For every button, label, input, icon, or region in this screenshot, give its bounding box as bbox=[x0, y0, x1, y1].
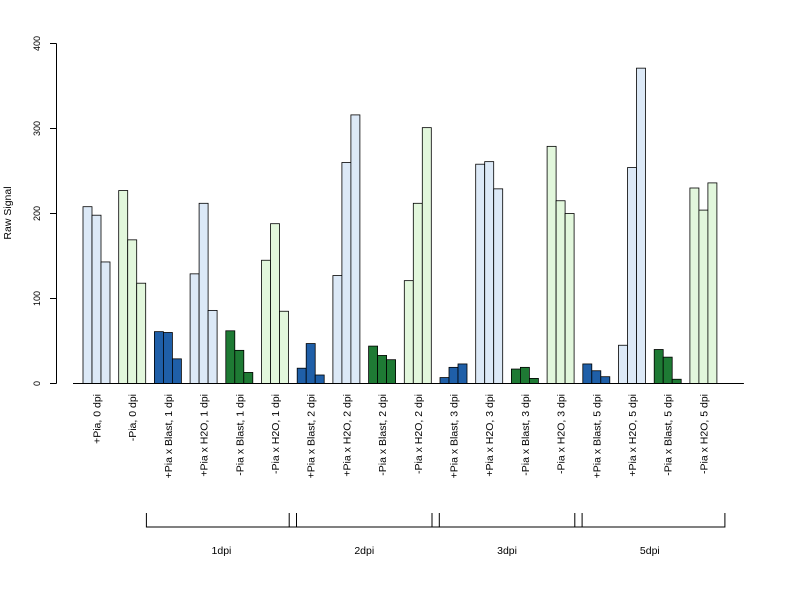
x-tick-label: +Pia x H2O, 5 dpi bbox=[627, 394, 639, 477]
bar bbox=[627, 167, 637, 384]
bar bbox=[618, 344, 628, 384]
bar bbox=[198, 202, 209, 384]
y-axis: 0 100 200 300 400 bbox=[32, 36, 57, 386]
bar bbox=[529, 377, 539, 384]
bar bbox=[296, 367, 307, 384]
bar bbox=[207, 309, 218, 384]
bar bbox=[457, 363, 468, 384]
y-tick-label: 400 bbox=[32, 36, 42, 51]
group-brackets: 1dpi 2dpi 3dpi 5dpi bbox=[145, 513, 726, 557]
bar bbox=[439, 377, 450, 384]
y-tick-label: 200 bbox=[32, 206, 42, 221]
bar bbox=[520, 366, 530, 384]
bar bbox=[171, 358, 182, 384]
bar bbox=[386, 359, 397, 384]
bar bbox=[493, 188, 504, 384]
x-tick-label: -Pia x Blast, 3 dpi bbox=[520, 394, 532, 476]
bar bbox=[243, 372, 254, 384]
bar bbox=[412, 202, 423, 384]
bar bbox=[600, 376, 611, 384]
bar bbox=[189, 273, 200, 384]
x-tick-label: +Pia x Blast, 3 dpi bbox=[449, 394, 461, 478]
bar bbox=[421, 127, 432, 384]
bar bbox=[279, 310, 289, 384]
group-bracket bbox=[288, 513, 440, 528]
bar bbox=[82, 206, 93, 384]
x-tick-label: +Pia x H2O, 1 dpi bbox=[199, 394, 211, 477]
y-tick-label: 100 bbox=[32, 291, 42, 306]
x-tick-label: -Pia x Blast, 1 dpi bbox=[234, 394, 246, 476]
bar bbox=[653, 349, 664, 384]
x-tick-label: +Pia x Blast, 5 dpi bbox=[591, 394, 603, 478]
bar bbox=[707, 182, 718, 384]
group-bracket bbox=[574, 513, 726, 528]
bar bbox=[234, 349, 245, 384]
bar bbox=[162, 332, 173, 384]
bar bbox=[91, 214, 102, 384]
y-tick-label: 0 bbox=[32, 381, 42, 386]
x-tick-label: -Pia x H2O, 1 dpi bbox=[270, 394, 282, 474]
x-tick-label: -Pia x H2O, 2 dpi bbox=[413, 394, 425, 474]
bar bbox=[546, 145, 557, 384]
group-label: 1dpi bbox=[212, 545, 232, 557]
bar bbox=[305, 343, 316, 384]
bar bbox=[591, 370, 602, 384]
bar bbox=[341, 162, 352, 384]
x-tick-label: +Pia x H2O, 3 dpi bbox=[484, 394, 496, 477]
x-tick-label: +Pia x Blast, 1 dpi bbox=[163, 394, 175, 478]
bar bbox=[118, 190, 129, 384]
bar bbox=[332, 275, 343, 384]
x-tick-label: -Pia x H2O, 5 dpi bbox=[698, 394, 710, 474]
group-label: 2dpi bbox=[354, 545, 374, 557]
bar bbox=[377, 355, 388, 384]
bar bbox=[261, 259, 271, 384]
bar bbox=[582, 363, 593, 384]
y-tick-label: 300 bbox=[32, 121, 42, 136]
bar bbox=[350, 114, 361, 384]
x-tick-label: +Pia, 0 dpi bbox=[92, 394, 104, 444]
group-bracket bbox=[431, 513, 583, 528]
bar bbox=[555, 200, 566, 384]
group-label: 3dpi bbox=[497, 545, 517, 557]
bar bbox=[270, 223, 280, 384]
bar bbox=[368, 345, 379, 384]
x-tick-label: +Pia x H2O, 2 dpi bbox=[341, 394, 353, 477]
bar bbox=[100, 261, 111, 384]
bar bbox=[314, 374, 325, 384]
bar bbox=[484, 161, 495, 384]
bar bbox=[510, 368, 521, 384]
x-tick-label: -Pia x H2O, 3 dpi bbox=[556, 394, 568, 474]
bar bbox=[448, 366, 459, 384]
bar bbox=[698, 209, 709, 384]
x-tick-label: -Pia, 0 dpi bbox=[127, 394, 139, 441]
bar bbox=[403, 280, 414, 384]
x-tick-label: -Pia x Blast, 2 dpi bbox=[377, 394, 389, 476]
bar bbox=[475, 163, 486, 384]
bar bbox=[127, 239, 138, 384]
bar bbox=[636, 67, 646, 384]
bar bbox=[689, 187, 700, 384]
bar bbox=[671, 378, 682, 384]
bar bbox=[564, 213, 575, 384]
bar bbox=[153, 331, 164, 384]
bar bbox=[225, 330, 236, 384]
y-axis-title: Raw Signal bbox=[2, 186, 14, 239]
bar bbox=[662, 356, 673, 384]
bars-layer bbox=[82, 67, 718, 384]
category-labels: +Pia, 0 dpi -Pia, 0 dpi +Pia x Blast, 1 dp… bbox=[92, 394, 711, 478]
group-label: 5dpi bbox=[640, 545, 660, 557]
x-tick-label: +Pia x Blast, 2 dpi bbox=[306, 394, 318, 478]
x-tick-label: -Pia x Blast, 5 dpi bbox=[663, 394, 675, 476]
group-bracket bbox=[145, 513, 297, 528]
bar bbox=[136, 282, 147, 384]
